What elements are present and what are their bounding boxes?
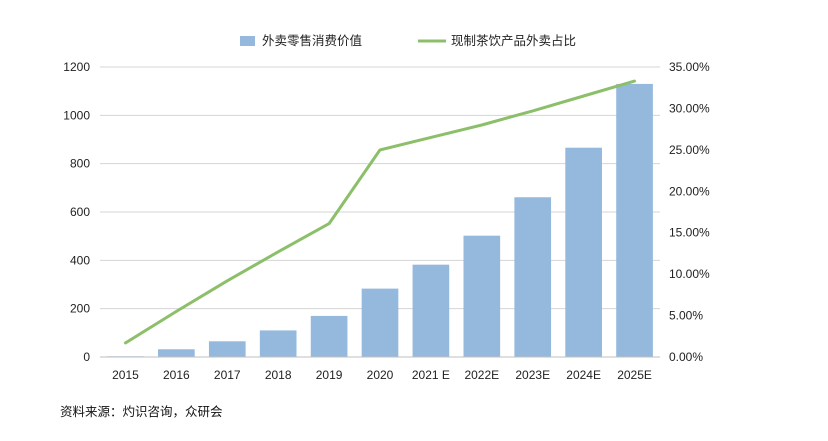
y-right-tick-label: 5.00%	[669, 309, 703, 323]
y-left-tick-label: 0	[83, 350, 90, 364]
x-tick-label: 2018	[265, 368, 292, 382]
x-tick-label: 2015	[112, 368, 139, 382]
y-right-tick-label: 35.00%	[669, 60, 710, 74]
y-right-tick-label: 20.00%	[669, 184, 710, 198]
bar	[463, 235, 501, 357]
bar	[514, 197, 552, 357]
y-right-tick-label: 0.00%	[669, 350, 703, 364]
y-left-tick-label: 800	[70, 157, 90, 171]
bar	[616, 83, 653, 358]
x-tick-label: 2016	[163, 368, 190, 382]
y-left-tick-label: 1200	[63, 60, 90, 74]
bar	[158, 349, 195, 357]
y-left-tick-label: 1000	[63, 108, 90, 122]
y-right-tick-label: 25.00%	[669, 143, 710, 157]
x-tick-label: 2022E	[464, 368, 499, 382]
y-axis-left: 0 200 400 600 800 1000 1200	[63, 60, 90, 364]
y-left-tick-label: 600	[70, 205, 90, 219]
legend-label-bar: 外卖零售消费价值	[262, 33, 362, 48]
y-right-tick-label: 15.00%	[669, 226, 710, 240]
x-tick-label: 2023E	[515, 368, 550, 382]
legend-swatch-bar	[240, 36, 255, 46]
legend-label-line: 现制茶饮产品外卖占比	[451, 33, 576, 48]
bar	[361, 288, 399, 357]
x-tick-label: 2019	[316, 368, 343, 382]
bar	[565, 147, 602, 357]
x-tick-label: 2024E	[566, 368, 601, 382]
y-axis-right: 0.00% 5.00% 10.00% 15.00% 20.00% 25.00% 30.00%…	[669, 60, 710, 364]
y-left-tick-label: 200	[70, 302, 90, 316]
x-tick-label: 2021 E	[412, 368, 450, 382]
bar	[310, 315, 348, 357]
y-right-tick-label: 30.00%	[669, 101, 710, 115]
bar	[412, 264, 450, 357]
x-tick-label: 2025E	[617, 368, 652, 382]
bar-series	[107, 83, 653, 358]
x-tick-label: 2020	[367, 368, 394, 382]
source-note: 资料来源：灼识咨询，众研会	[60, 405, 223, 419]
x-axis-labels: 2015 2016 2017 2018 2019 2020 2021 E 2022E 2023E…	[112, 368, 652, 382]
bar	[259, 330, 297, 357]
share-line	[124, 79, 636, 345]
legend: 外卖零售消费价值 现制茶饮产品外卖占比	[240, 33, 576, 48]
y-right-tick-label: 10.00%	[669, 267, 710, 281]
line-series	[124, 79, 636, 345]
x-tick-label: 2017	[214, 368, 241, 382]
bar	[208, 341, 246, 357]
y-left-tick-label: 400	[70, 253, 90, 267]
